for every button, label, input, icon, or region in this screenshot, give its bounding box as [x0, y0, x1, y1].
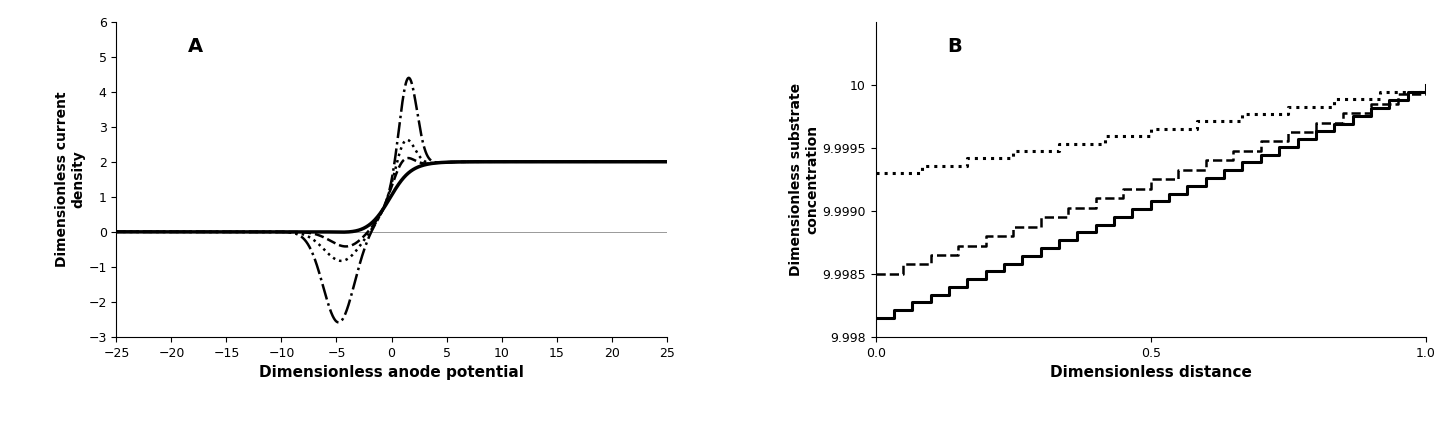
Y-axis label: Dimensionless substrate
concentration: Dimensionless substrate concentration — [790, 83, 819, 276]
Text: B: B — [947, 38, 962, 56]
X-axis label: Dimensionless distance: Dimensionless distance — [1051, 365, 1251, 380]
X-axis label: Dimensionless anode potential: Dimensionless anode potential — [259, 365, 524, 380]
Y-axis label: Dimensionless current
density: Dimensionless current density — [55, 92, 86, 267]
Text: A: A — [188, 38, 204, 56]
